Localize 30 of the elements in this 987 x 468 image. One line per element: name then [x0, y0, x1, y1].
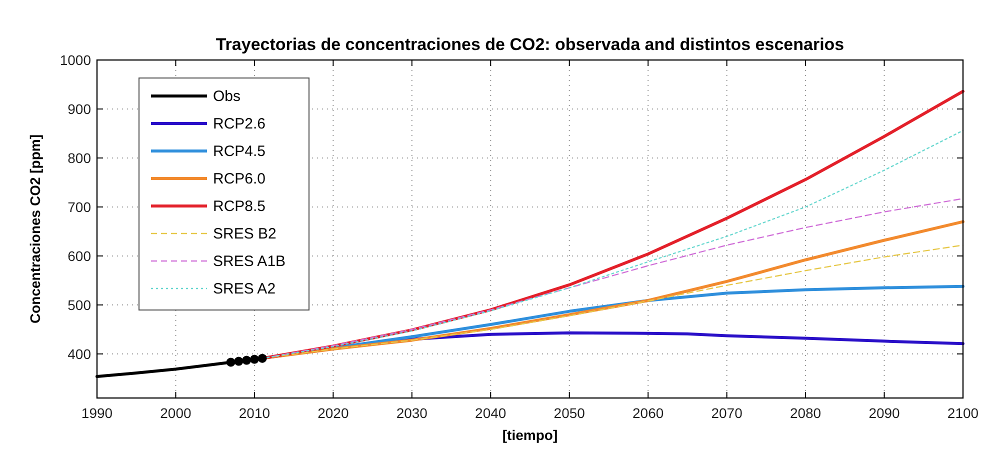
legend-label: SRES B2: [213, 226, 276, 242]
y-tick-label: 1000: [60, 52, 92, 68]
legend-label: SRES A1B: [213, 253, 286, 270]
legend-label: RCP6.0: [213, 170, 266, 188]
x-tick-label: 2000: [160, 405, 192, 421]
x-tick-label: 2060: [632, 405, 664, 421]
chart-title: Trayectorias de concentraciones de CO2: observada and distintos escenarios: [216, 35, 844, 54]
y-tick-label: 700: [68, 198, 92, 215]
legend-label: RCP2.6: [213, 116, 266, 132]
legend-label: Obs: [213, 88, 241, 105]
x-axis-title: [tiempo]: [502, 427, 558, 443]
legend-label: RCP4.5: [213, 143, 266, 160]
x-tick-label: 2080: [790, 405, 822, 421]
y-tick-label: 900: [68, 100, 92, 117]
y-tick-label: 600: [68, 248, 92, 264]
x-tick-label: 2020: [318, 405, 349, 421]
x-tick-label: 2050: [554, 405, 586, 421]
x-tick-label: 2030: [396, 405, 428, 421]
y-axis-title: Concentraciones CO2 [ppm]: [27, 134, 43, 324]
x-tick-label: 2010: [238, 405, 270, 421]
x-tick-label: 1990: [81, 405, 113, 421]
x-tick-label: 2100: [947, 405, 979, 421]
x-tick-label: 2090: [868, 405, 900, 421]
x-tick-label: 2040: [475, 405, 506, 421]
y-tick-label: 500: [68, 296, 92, 313]
legend-label: RCP8.5: [213, 198, 266, 215]
y-tick-label: 400: [68, 346, 92, 362]
y-tick-label: 800: [68, 150, 92, 166]
legend-label: SRES A2: [213, 280, 276, 298]
x-tick-label: 2070: [711, 405, 743, 421]
